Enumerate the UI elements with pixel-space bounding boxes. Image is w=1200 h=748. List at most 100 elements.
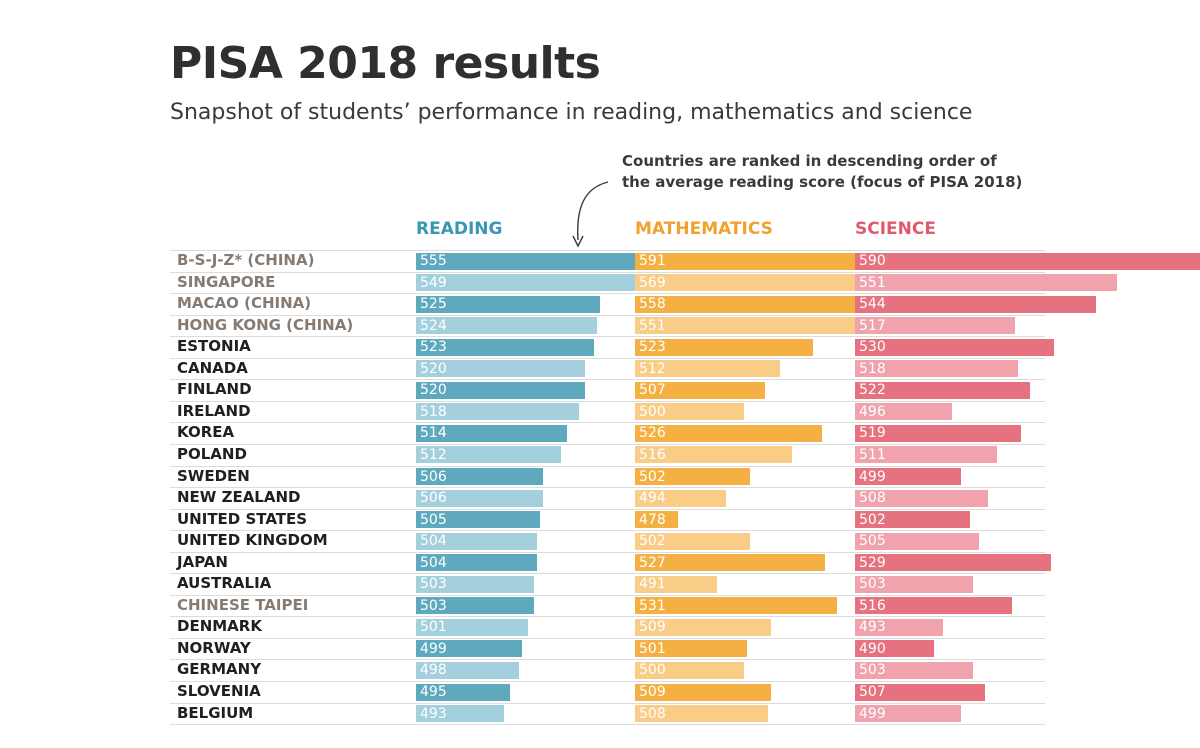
value-label-science: 590	[859, 253, 886, 269]
value-label-mathematics: 523	[639, 339, 666, 356]
value-label-reading: 524	[420, 317, 447, 334]
row-separator	[170, 400, 1045, 402]
bar-mathematics	[635, 683, 771, 701]
value-label-mathematics: 491	[639, 576, 666, 593]
country-label: SLOVENIA	[177, 682, 261, 700]
value-label-reading: 505	[420, 511, 447, 528]
row-separator	[170, 551, 1045, 553]
value-label-reading: 518	[420, 403, 447, 420]
country-label: JAPAN	[177, 552, 228, 571]
row-separator	[170, 487, 1045, 489]
bar-mathematics	[635, 403, 744, 421]
bar-mathematics	[635, 295, 918, 313]
value-label-mathematics: 501	[639, 640, 666, 657]
row-separator	[170, 465, 1045, 467]
value-label-reading: 523	[420, 339, 447, 356]
bar-science	[855, 403, 952, 421]
bar-reading	[416, 381, 585, 399]
value-label-science: 544	[859, 296, 886, 313]
value-label-reading: 520	[420, 360, 447, 377]
annotation-line-1: Countries are ranked in descending order…	[622, 152, 997, 170]
country-label: SWEDEN	[177, 466, 250, 485]
bar-mathematics	[635, 532, 750, 550]
value-label-mathematics: 512	[639, 360, 666, 377]
value-label-mathematics: 551	[639, 317, 666, 334]
bar-science	[855, 640, 934, 658]
country-label: BELGIUM	[177, 703, 254, 722]
bar-science	[855, 338, 1054, 356]
bar-mathematics	[635, 705, 768, 723]
bar-science	[855, 705, 961, 723]
row-separator	[170, 659, 1045, 661]
value-label-reading: 506	[420, 468, 447, 485]
value-label-reading: 499	[420, 640, 447, 657]
value-label-reading: 520	[420, 382, 447, 399]
value-label-reading: 514	[420, 425, 447, 442]
row-separator	[170, 724, 1045, 726]
chart-subtitle: Snapshot of students’ performance in rea…	[170, 100, 973, 125]
chart-title: PISA 2018 results	[170, 38, 601, 89]
value-label-reading: 512	[420, 446, 447, 463]
bar-reading	[416, 597, 534, 615]
bar-reading	[416, 575, 534, 593]
value-label-reading: 504	[420, 554, 447, 571]
value-label-mathematics: 500	[639, 662, 666, 679]
bar-science	[855, 381, 1030, 399]
row-separator	[170, 271, 1045, 273]
country-label: ESTONIA	[177, 337, 251, 356]
bar-reading	[416, 554, 537, 572]
bar-mathematics	[635, 468, 750, 485]
value-label-mathematics: 508	[639, 705, 666, 722]
value-label-reading: 493	[420, 705, 447, 722]
bar-reading	[416, 468, 543, 485]
row-separator	[170, 594, 1045, 596]
bar-reading	[416, 618, 528, 636]
value-label-reading: 549	[420, 274, 447, 291]
row-separator	[170, 443, 1045, 445]
bar-reading	[416, 640, 522, 658]
annotation-arrow-icon	[572, 181, 609, 248]
value-label-reading: 495	[420, 684, 447, 700]
country-label: MACAO (CHINA)	[177, 294, 312, 313]
bar-mathematics	[635, 360, 780, 378]
value-label-mathematics: 478	[639, 511, 666, 528]
bar-mathematics	[635, 575, 717, 593]
country-label: CHINESE TAIPEI	[177, 595, 309, 614]
country-label: UNITED STATES	[177, 509, 308, 528]
column-header-mathematics: MATHEMATICS	[635, 219, 773, 239]
row-separator	[170, 336, 1045, 338]
value-label-reading: 525	[420, 296, 447, 313]
bar-mathematics	[635, 554, 825, 572]
bar-science	[855, 597, 1012, 615]
value-label-science: 502	[859, 511, 886, 528]
value-label-science: 493	[859, 619, 886, 636]
value-label-mathematics: 502	[639, 468, 666, 485]
country-label: AUSTRALIA	[177, 574, 272, 593]
bar-science	[855, 532, 979, 550]
country-label: B-S-J-Z* (CHINA)	[177, 251, 315, 269]
bar-science	[855, 446, 997, 464]
bar-mathematics	[635, 446, 792, 464]
bar-science	[855, 554, 1051, 572]
row-separator	[170, 357, 1045, 359]
value-label-science: 529	[859, 554, 886, 571]
bar-mathematics	[635, 511, 678, 529]
bar-science	[855, 575, 973, 593]
value-label-science: 507	[859, 684, 886, 700]
value-label-mathematics: 527	[639, 554, 666, 571]
row-separator	[170, 681, 1045, 682]
bar-science	[855, 317, 1015, 335]
bar-mathematics	[635, 489, 726, 507]
country-label: POLAND	[177, 444, 247, 463]
country-label: SINGAPORE	[177, 272, 276, 291]
value-label-science: 496	[859, 403, 886, 420]
value-label-mathematics: 569	[639, 274, 666, 291]
column-header-reading: READING	[416, 219, 503, 239]
value-label-science: 505	[859, 533, 886, 550]
row-separator	[170, 379, 1045, 381]
value-label-science: 503	[859, 662, 886, 679]
value-label-mathematics: 509	[639, 684, 666, 700]
country-label: UNITED KINGDOM	[177, 531, 328, 550]
bar-mathematics	[635, 338, 813, 356]
country-label: IRELAND	[177, 401, 251, 420]
